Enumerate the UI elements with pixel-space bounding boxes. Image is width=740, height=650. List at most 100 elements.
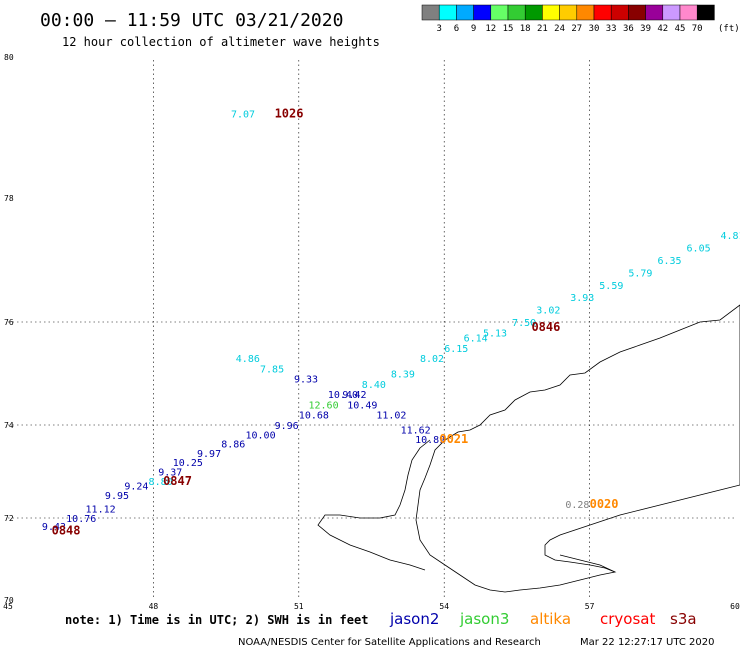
legend-swatch (593, 4, 612, 21)
legend-label: 3 (436, 24, 441, 34)
mission-legend: jason2 jason3 altika cryosat s3a (389, 610, 697, 628)
legend-swatch (473, 4, 492, 21)
legend-swatch (524, 4, 543, 21)
legend-swatch (542, 4, 560, 21)
wave-height-label: 7.07 (231, 109, 255, 120)
wave-height-label: 9.37 (158, 468, 182, 479)
wave-height-label: 9.42 (342, 390, 366, 401)
lon-tick-label: 48 (149, 602, 159, 611)
wave-height-label: 5.13 (483, 328, 507, 339)
wave-height-label: 9.33 (294, 375, 318, 386)
legend-swatch (507, 4, 526, 21)
legend-swatch (610, 4, 629, 21)
legend-label: 27 (571, 24, 582, 34)
lat-tick-label: 74 (4, 421, 14, 430)
mission-label-altika: altika (530, 610, 571, 628)
legend-swatch (576, 4, 595, 21)
legend-label: 12 (485, 24, 496, 34)
wave-height-label: 9.96 (275, 421, 299, 432)
footer-generated: Mar 22 12:27:17 UTC 2020 (580, 637, 715, 648)
wave-height-label: 10.00 (245, 430, 275, 441)
legend-swatch (456, 4, 474, 21)
map-axes: 45 48 51 54 57 60 70 72 74 76 78 80 (3, 53, 740, 611)
wave-height-label: 8.02 (420, 354, 444, 365)
wave-height-label: 6.14 (464, 333, 488, 344)
legend-label: 21 (537, 24, 548, 34)
wave-height-label: 8.40 (362, 380, 386, 391)
lat-tick-label: 78 (4, 194, 14, 203)
legend-swatch (679, 4, 698, 21)
wave-height-label: 8.86 (221, 440, 245, 451)
wave-height-label: 9.43 (42, 522, 66, 533)
wave-height-label: 3.02 (536, 306, 560, 317)
lat-tick-label: 70 (4, 596, 14, 605)
lon-tick-label: 54 (439, 602, 449, 611)
wave-height-label: 6.05 (687, 244, 711, 255)
legend-label: 18 (520, 24, 531, 34)
legend-label: 9 (471, 24, 476, 34)
legend-label: 6 (454, 24, 459, 34)
legend-unit: (ft) (718, 24, 740, 34)
wave-height-label: 9.95 (105, 491, 129, 502)
lat-tick-label: 80 (4, 53, 14, 62)
grid-lines (8, 60, 735, 600)
wave-height-label: 7.50 (512, 318, 536, 329)
mission-label-s3a: s3a (670, 610, 697, 628)
legend-label: 42 (657, 24, 668, 34)
legend-label: 15 (503, 24, 514, 34)
page-subtitle: 12 hour collection of altimeter wave hei… (62, 35, 380, 49)
legend-swatch (696, 4, 715, 21)
wave-height-label: 12.60 (308, 400, 338, 411)
legend-swatch (438, 4, 457, 21)
page-title: 00:00 — 11:59 UTC 03/21/2020 (40, 10, 343, 31)
legend-label: 45 (675, 24, 686, 34)
legend-swatch (559, 4, 578, 21)
lat-tick-label: 76 (4, 318, 14, 327)
wave-height-label: 10.89 (415, 435, 445, 446)
footer-note: note: 1) Time is in UTC; 2) SWH is in fe… (65, 613, 368, 627)
lon-tick-label: 51 (294, 602, 304, 611)
wave-height-label: 4.86 (236, 354, 260, 365)
color-legend: 3 6 9 12 15 18 21 24 27 30 33 36 39 42 45 70 (421, 4, 715, 34)
legend-label: 30 (589, 24, 600, 34)
pass-time-label: 0846 (531, 320, 560, 334)
land-coastline (317, 304, 740, 593)
legend-label: 39 (640, 24, 651, 34)
wave-height-label: 10.40 (328, 390, 358, 401)
legend-label: 70 (692, 24, 703, 34)
wave-height-label: 7.85 (260, 364, 284, 375)
legend-label: 24 (554, 24, 565, 34)
pass-time-label: 0020 (590, 497, 619, 511)
pass-time-label: 0848 (52, 523, 81, 537)
wave-height-label: 10.68 (299, 411, 329, 422)
wave-height-label: 4.81 (720, 231, 740, 242)
legend-swatch (645, 4, 664, 21)
wave-height-label: 5.79 (628, 268, 652, 279)
lon-tick-label: 45 (3, 602, 13, 611)
mission-label-jason2: jason2 (389, 610, 439, 628)
coast-inlet (559, 554, 616, 573)
lat-tick-label: 72 (4, 514, 14, 523)
legend-swatch (421, 4, 440, 21)
footer-credit: NOAA/NESDIS Center for Satellite Applica… (238, 637, 541, 648)
wave-height-label: 6.15 (444, 344, 468, 355)
wave-height-label: 11.62 (401, 426, 431, 437)
wave-height-label: 9.97 (197, 449, 221, 460)
wave-height-label: 10.25 (173, 458, 203, 469)
legend-label: 36 (623, 24, 634, 34)
wave-height-label: 10.49 (347, 400, 377, 411)
southern-island-coast (317, 439, 431, 571)
wave-height-label: 3.93 (570, 293, 594, 304)
mission-label-cryosat: cryosat (600, 610, 655, 628)
wave-height-label: 11.12 (86, 505, 116, 516)
pass-time-label: 0021 (439, 432, 468, 446)
legend-swatch (490, 4, 509, 21)
pass-time-label: 1026 (275, 106, 304, 120)
wave-height-label: 10.76 (66, 514, 96, 525)
wave-height-label: 9.24 (124, 481, 148, 492)
wave-height-label: 8.39 (391, 370, 415, 381)
lon-tick-label: 60 (730, 602, 740, 611)
